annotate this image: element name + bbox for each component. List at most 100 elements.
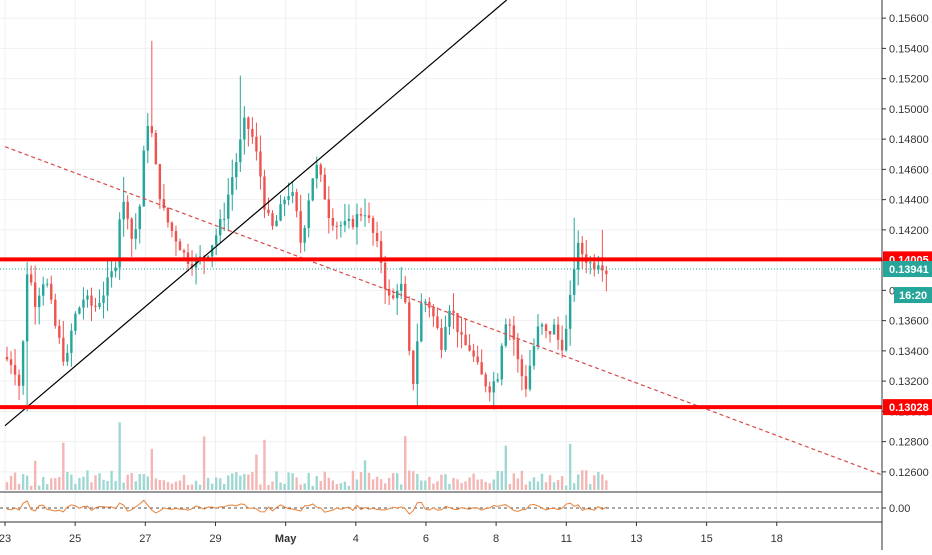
volume-bar — [363, 460, 367, 490]
candle-body — [98, 302, 101, 307]
candle-body — [247, 117, 250, 129]
volume-bar — [404, 436, 407, 490]
volume-bar — [206, 477, 210, 490]
candle-body — [118, 219, 121, 268]
volume-bar — [62, 442, 65, 490]
volume-bar — [259, 484, 262, 490]
price-axis-label: 0.14400 — [889, 195, 929, 207]
volume-bar — [472, 473, 475, 490]
candle-body — [528, 365, 532, 390]
volume-bar — [589, 484, 592, 490]
candle-body — [540, 324, 544, 327]
volume-bar — [540, 473, 544, 490]
candle-body — [548, 331, 552, 335]
volume-bar — [319, 481, 322, 490]
volume-bar — [311, 485, 314, 490]
candle-body — [593, 262, 596, 270]
candle-body — [46, 283, 49, 285]
volume-bar — [82, 476, 85, 490]
volume-bar — [283, 483, 286, 490]
volume-bar — [400, 484, 403, 490]
volume-bar — [146, 476, 150, 490]
volume-bar — [581, 470, 584, 490]
time-axis-label: 18 — [771, 533, 783, 545]
volume-bar — [102, 479, 105, 490]
candle-body — [90, 295, 93, 306]
price-axis-label: 0.15200 — [889, 74, 929, 86]
volume-bar — [351, 470, 355, 490]
volume-bar — [520, 470, 524, 490]
candle-body — [464, 334, 467, 346]
volume-bar — [70, 474, 73, 490]
volume-bar — [98, 473, 101, 490]
volume-bar — [428, 476, 431, 490]
candle-body — [319, 164, 322, 175]
volume-bar — [307, 472, 310, 490]
volume-bar — [74, 483, 77, 490]
candle-body — [29, 274, 33, 283]
candle-body — [343, 221, 347, 226]
candle-body — [142, 150, 145, 207]
time-axis-label: 29 — [209, 533, 221, 545]
volume-bar — [424, 480, 427, 490]
volume-bar — [235, 472, 238, 490]
volume-bar — [142, 474, 145, 490]
candle-body — [126, 201, 129, 219]
volume-bar — [504, 445, 508, 490]
candle-body — [472, 350, 475, 357]
candle-body — [383, 262, 387, 289]
candle-body — [239, 139, 242, 163]
price-axis-label: 0.12600 — [889, 467, 929, 479]
candle-body — [255, 136, 258, 152]
volume-bar — [110, 470, 113, 490]
candle-body — [452, 310, 455, 314]
candle-body — [323, 174, 326, 200]
volume-bar — [54, 478, 57, 490]
volume-bar — [126, 474, 129, 490]
candle-body — [379, 241, 383, 263]
candle-body — [303, 227, 306, 243]
volume-bar — [496, 470, 499, 490]
volume-bar — [359, 472, 363, 490]
volume-bar — [287, 472, 290, 490]
volume-bar — [138, 473, 141, 490]
volume-bar — [492, 479, 495, 490]
time-axis-label: May — [275, 533, 297, 545]
volume-bar — [488, 483, 491, 490]
candle-body — [492, 381, 495, 393]
volume-bar — [158, 479, 162, 490]
volume-bar — [331, 480, 335, 490]
candle-body — [267, 209, 270, 214]
time-axis-label: 6 — [423, 533, 429, 545]
candle-body — [283, 199, 286, 205]
volume-bar — [528, 481, 532, 490]
volume-bar — [452, 477, 455, 490]
candle-body — [134, 229, 137, 239]
volume-bar — [9, 475, 13, 490]
candle-body — [110, 271, 113, 278]
volume-bar — [210, 483, 214, 490]
time-axis-label: 8 — [493, 533, 499, 545]
candle-body — [468, 345, 471, 351]
volume-bar — [118, 422, 121, 490]
volume-bar — [202, 436, 206, 490]
candle-body — [74, 313, 77, 331]
volume-bar — [347, 485, 351, 490]
volume-bar — [5, 482, 9, 490]
volume-bar — [247, 474, 250, 490]
candle-body — [440, 327, 443, 350]
volume-bar — [556, 480, 560, 490]
volume-bar — [572, 483, 576, 490]
volume-bar — [25, 475, 29, 490]
candle-body — [315, 164, 318, 179]
candle-body — [223, 218, 226, 220]
candle-body — [50, 283, 53, 300]
current-price-badge-label: 0.13941 — [889, 264, 929, 276]
candle-body — [251, 128, 254, 137]
candle-body — [9, 359, 13, 366]
candle-body — [182, 250, 186, 253]
candle-body — [227, 194, 230, 219]
volume-bar — [190, 484, 194, 490]
